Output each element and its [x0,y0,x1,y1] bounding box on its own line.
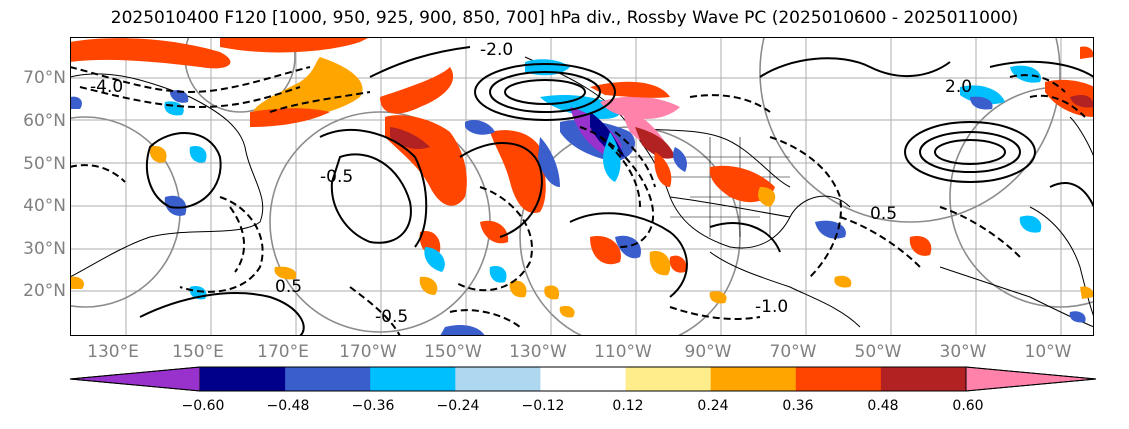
lon-label: 110°W [594,342,652,362]
colorbar-tick-label: 0.12 [612,398,644,414]
colorbar-segment [625,367,712,391]
colorbar-tick-label: −0.12 [521,398,565,414]
contour-label: -2.0 [480,40,513,60]
colorbar-tick-label: −0.48 [266,398,310,414]
colorbar-segment [455,367,541,391]
colorbar [69,366,1097,392]
lon-label: 130°E [87,342,139,362]
colorbar-segment [200,367,286,391]
negative-contours [70,66,1086,336]
lat-label: 70°N [23,68,66,88]
lon-label: 90°W [684,342,732,362]
lon-label: 150°E [172,342,224,362]
colorbar-extend-max [965,366,1097,392]
lon-label: 170°W [339,342,397,362]
colorbar-tick-label: −0.24 [436,398,480,414]
lat-label: 50°N [23,154,66,174]
lon-label: 10°W [1024,342,1072,362]
map-border [70,37,1094,336]
colorbar-segment [710,367,797,391]
colorbar-tick-label: 0.48 [867,398,899,414]
colorbar-outline [69,366,1097,392]
colorbar-segment [795,367,882,391]
lon-label: 170°E [257,342,309,362]
contour-label: -4.0 [90,77,123,97]
lon-label: 30°W [939,342,987,362]
lon-label: 130°W [509,342,567,362]
colorbar-tick-label: 0.24 [697,398,729,414]
contour-label: 2.0 [945,77,972,97]
contour-label: -0.5 [320,167,353,187]
lon-label: 50°W [854,342,902,362]
colorbar-tick-label: −0.36 [351,398,395,414]
lon-label: 70°W [769,342,817,362]
contour-label: 0.5 [275,277,302,297]
map-title: 2025010400 F120 [1000, 950, 925, 900, 85… [110,8,1019,28]
lat-label: 20°N [23,281,66,301]
positive-contours [139,46,1094,336]
divergence-shading [70,37,1094,336]
colorbar-segment [880,367,967,391]
colorbar-segment [540,367,627,391]
colorbar-tick-label: 0.36 [782,398,814,414]
lat-label: 40°N [23,196,66,216]
lon-label: 150°W [424,342,482,362]
colorbar-tick-label: −0.60 [181,398,225,414]
map-panel: -4.0 -2.0 -0.5 0.5 -1.0 2.0 -0.5 0.5 [70,37,1094,336]
contour-label: -1.0 [755,297,788,317]
colorbar-tick-label: 0.60 [952,398,984,414]
colorbar-segment [370,367,456,391]
colorbar-segment [285,367,371,391]
contour-labels: -4.0 -2.0 -0.5 0.5 -1.0 2.0 -0.5 0.5 [90,40,972,327]
colorbar-extend-min [69,366,201,392]
lat-label: 30°N [23,239,66,259]
lat-label: 60°N [23,111,66,131]
contour-label: -0.5 [375,307,408,327]
contour-label: 0.5 [870,204,897,224]
